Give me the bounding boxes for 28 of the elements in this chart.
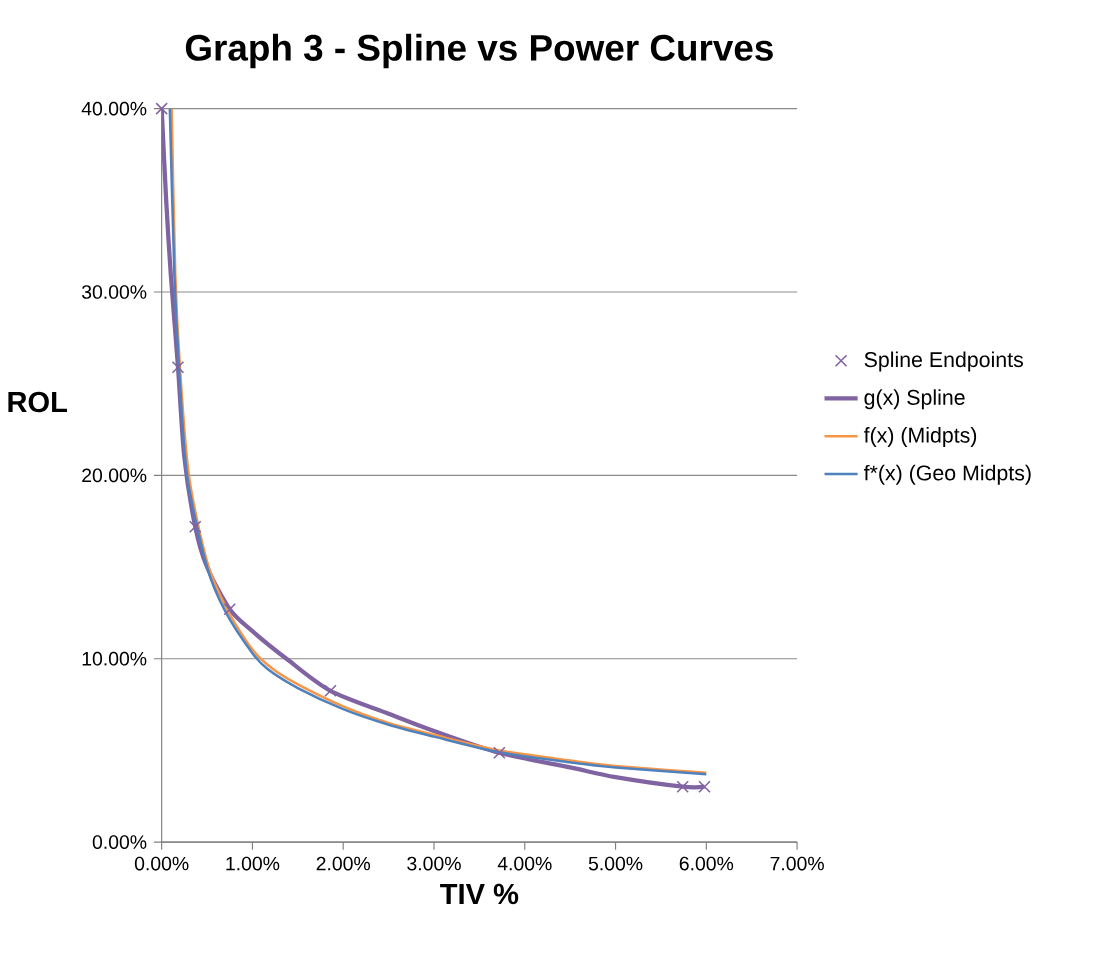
y-tick-label: 30.00% [81, 284, 147, 299]
point [493, 746, 506, 759]
y-tick-label: 40.00% [81, 101, 147, 116]
x-tick-label: 3.00% [407, 856, 461, 871]
x-tick-label: 7.00% [770, 856, 824, 871]
legend-label: f(x) (Midpts) [863, 426, 977, 447]
point [171, 360, 185, 374]
point [188, 520, 202, 533]
point [324, 684, 337, 697]
point [223, 602, 236, 616]
chart-title: Graph 3 - Spline vs Power Curves [185, 33, 773, 68]
legend-label: Spline Endpoints [864, 351, 1023, 372]
y-axis-title: ROL [8, 391, 68, 413]
point [155, 102, 168, 115]
x-tick-label: 2.00% [316, 856, 371, 871]
x-tick-label: 6.00% [679, 856, 734, 871]
point [676, 780, 689, 793]
y-tick-label: 10.00% [82, 651, 147, 666]
x-axis-title: TIV % [440, 883, 519, 904]
x-tick-label: 4.00% [497, 856, 552, 871]
legend-label: f*(x) (Geo Midpts) [863, 464, 1031, 485]
x-tick-label: 1.00% [226, 856, 280, 871]
x-tick-label: 0.00% [134, 856, 189, 871]
y-tick-label: 0.00% [92, 835, 147, 849]
y-tick-label: 20.00% [82, 468, 147, 483]
legend-label: g(x) Spline [864, 389, 965, 409]
point [698, 780, 711, 793]
x-tick-label: 5.00% [588, 856, 643, 871]
